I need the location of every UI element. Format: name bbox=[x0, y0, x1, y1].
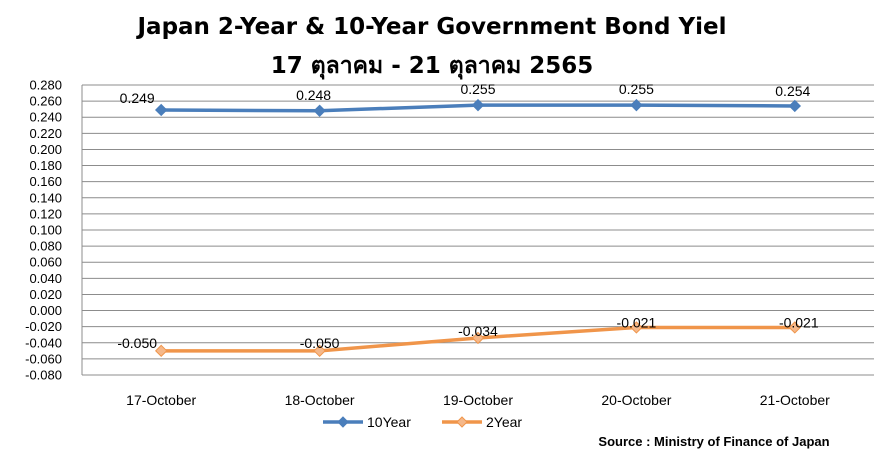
data-label-2Year: -0.050 bbox=[300, 335, 340, 351]
data-label-10Year: 0.248 bbox=[296, 87, 331, 103]
data-point-10Year bbox=[154, 103, 168, 117]
data-point-10Year bbox=[788, 99, 802, 113]
legend-swatch-marker bbox=[337, 416, 349, 428]
data-point-10Year bbox=[471, 98, 485, 112]
y-tick-label: 0.040 bbox=[29, 271, 62, 286]
y-tick-label: 0.060 bbox=[29, 255, 62, 270]
data-point-2Year bbox=[471, 331, 485, 345]
x-tick-label: 18-October bbox=[285, 392, 355, 408]
data-label-10Year: 0.255 bbox=[619, 81, 654, 97]
y-tick-label: -0.040 bbox=[25, 335, 62, 350]
data-point-2Year bbox=[788, 321, 802, 334]
y-tick-label: -0.060 bbox=[25, 351, 62, 366]
data-label-2Year: -0.050 bbox=[117, 335, 157, 351]
data-point-10Year bbox=[630, 98, 643, 112]
data-point-10Year bbox=[313, 104, 326, 117]
data-label-2Year: -0.021 bbox=[779, 314, 819, 330]
y-tick-label: 0.000 bbox=[29, 303, 62, 318]
legend: 10Year 2Year bbox=[323, 414, 522, 430]
y-tick-label: 0.160 bbox=[29, 174, 62, 189]
y-tick-label: -0.020 bbox=[25, 319, 62, 334]
data-label-10Year: 0.255 bbox=[460, 81, 495, 97]
y-tick-label: 0.280 bbox=[29, 78, 62, 93]
x-axis-categories: 17-October 18-October 19-October 20-October… bbox=[126, 392, 830, 408]
y-tick-label: 0.200 bbox=[29, 142, 62, 157]
y-tick-label: 0.220 bbox=[29, 126, 62, 141]
data-label-10Year: 0.249 bbox=[120, 90, 155, 106]
data-point-2Year bbox=[630, 321, 643, 334]
chart-title: Japan 2-Year & 10-Year Government Bond Y… bbox=[135, 14, 726, 40]
y-tick-label: 0.100 bbox=[29, 223, 62, 238]
data-point-2Year bbox=[154, 344, 168, 358]
data-labels: 0.249 0.248 0.255 0.255 0.254 -0.050 -0.050 -0.… bbox=[117, 81, 819, 351]
legend-label: 10Year bbox=[367, 414, 411, 430]
y-tick-label: 0.260 bbox=[29, 94, 62, 109]
legend-swatch-marker bbox=[456, 416, 468, 428]
y-tick-label: -0.080 bbox=[25, 368, 62, 383]
legend-label: 2Year bbox=[486, 414, 522, 430]
series-lines bbox=[154, 98, 802, 358]
y-tick-label: 0.020 bbox=[29, 287, 62, 302]
y-tick-label: 0.080 bbox=[29, 239, 62, 254]
data-point-2Year bbox=[313, 344, 326, 358]
data-label-10Year: 0.254 bbox=[775, 83, 810, 99]
y-tick-label: 0.240 bbox=[29, 110, 62, 125]
data-label-2Year: -0.034 bbox=[458, 323, 498, 339]
source-note: Source : Ministry of Finance of Japan bbox=[598, 434, 829, 449]
x-tick-label: 21-October bbox=[760, 392, 830, 408]
x-tick-label: 20-October bbox=[601, 392, 671, 408]
y-tick-label: 0.140 bbox=[29, 190, 62, 205]
chart-subtitle: 17 ตุลาคม - 21 ตุลาคม 2565 bbox=[271, 53, 594, 80]
y-tick-label: 0.120 bbox=[29, 206, 62, 221]
x-tick-label: 17-October bbox=[126, 392, 196, 408]
y-tick-label: 0.180 bbox=[29, 158, 62, 173]
data-label-2Year: -0.021 bbox=[617, 314, 657, 330]
y-axis-ticks: -0.080-0.060-0.040-0.0200.0000.0200.0400… bbox=[25, 78, 62, 383]
x-tick-label: 19-October bbox=[443, 392, 513, 408]
